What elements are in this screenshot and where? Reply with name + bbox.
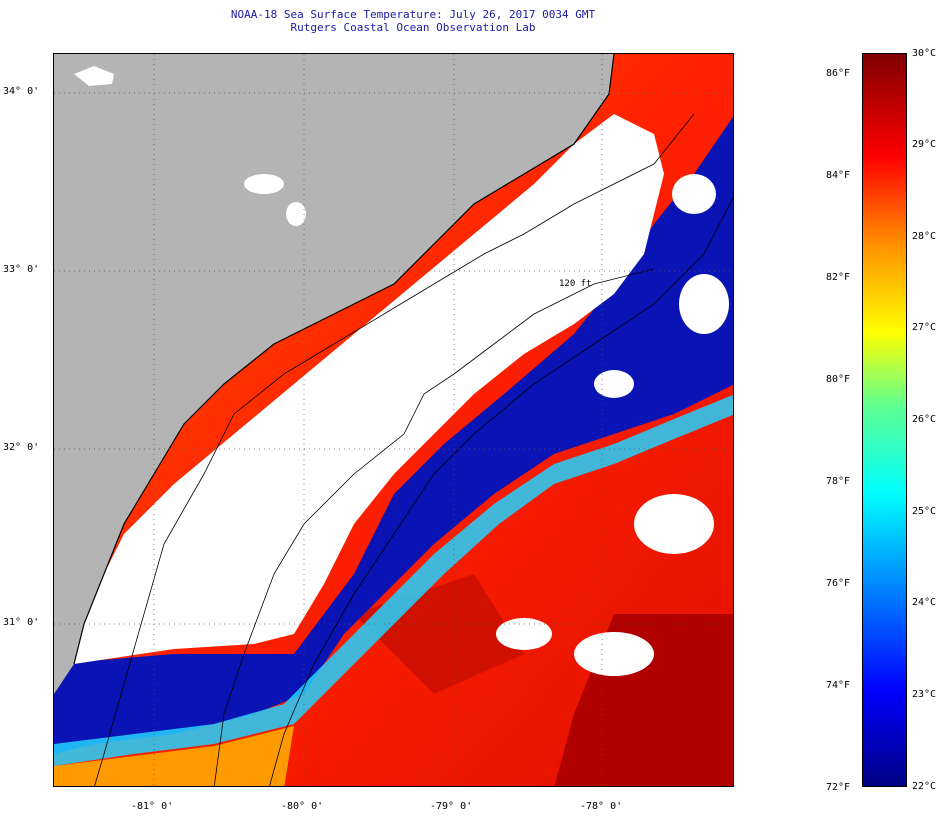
- isobath-40m: [213, 268, 655, 786]
- lat-label-31: 31° 0': [3, 617, 40, 628]
- c-label-24: 24°C: [912, 597, 937, 608]
- c-label-29: 29°C: [912, 139, 937, 150]
- color-scale-bar: [862, 53, 907, 787]
- transition-strip: [54, 394, 733, 766]
- f-label-78: 78°F: [826, 476, 851, 487]
- cloud-patch: [594, 370, 634, 398]
- f-label-84: 84°F: [826, 170, 851, 181]
- lon-label-81: -81° 0': [131, 801, 174, 812]
- f-label-82: 82°F: [826, 272, 851, 283]
- lat-label-33: 33° 0': [3, 264, 40, 275]
- c-label-28: 28°C: [912, 231, 937, 242]
- f-label-80: 80°F: [826, 374, 851, 385]
- graticule: [54, 54, 733, 786]
- lat-label-34: 34° 0': [3, 86, 40, 97]
- cloud-patch: [672, 174, 716, 214]
- cloud-patch: [679, 274, 729, 334]
- lat-label-32: 32° 0': [3, 442, 40, 453]
- c-label-22: 22°C: [912, 781, 937, 792]
- lake-icon: [74, 66, 114, 86]
- land: [54, 54, 614, 694]
- c-label-23: 23°C: [912, 689, 937, 700]
- f-label-72: 72°F: [826, 782, 851, 793]
- c-label-27: 27°C: [912, 322, 937, 333]
- lon-label-80: -80° 0': [281, 801, 324, 812]
- cloud-patch: [574, 632, 654, 676]
- f-label-74: 74°F: [826, 680, 851, 691]
- isobath-label: 120 ft: [559, 279, 592, 289]
- lon-label-79: -79° 0': [430, 801, 473, 812]
- f-label-76: 76°F: [826, 578, 851, 589]
- cloud-cover-shelf: [74, 114, 664, 664]
- orange-nearshore: [54, 726, 294, 786]
- isobath-20m: [94, 113, 695, 786]
- map-subtitle: Rutgers Coastal Ocean Observation Lab: [290, 21, 536, 34]
- c-label-25: 25°C: [912, 506, 937, 517]
- lake-icon: [286, 202, 306, 226]
- c-label-30: 30°C: [912, 48, 937, 59]
- map-title: NOAA-18 Sea Surface Temperature: July 26…: [230, 8, 596, 21]
- f-label-86: 86°F: [826, 68, 851, 79]
- cloud-patch: [634, 494, 714, 554]
- sst-map[interactable]: 120 ft: [53, 53, 734, 787]
- cloud-patch: [496, 618, 552, 650]
- lake-icon: [244, 174, 284, 194]
- lon-label-78: -78° 0': [580, 801, 623, 812]
- c-label-26: 26°C: [912, 414, 937, 425]
- sst-map-svg: 120 ft: [54, 54, 733, 786]
